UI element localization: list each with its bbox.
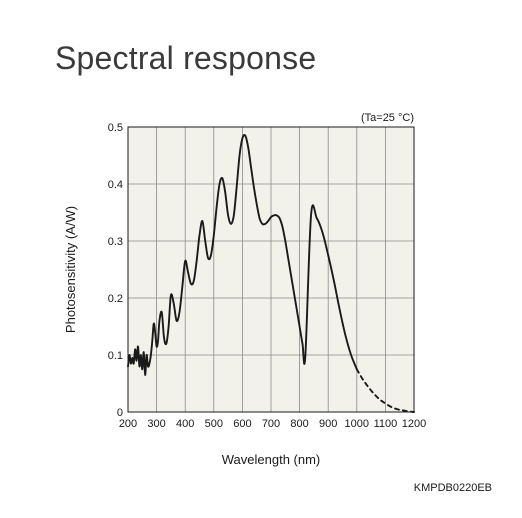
x-tick-label: 1200 xyxy=(402,418,426,430)
x-tick-label: 300 xyxy=(147,418,165,430)
x-tick-label: 400 xyxy=(176,418,194,430)
x-axis-label: Wavelength (nm) xyxy=(222,452,321,467)
series-line-dashed xyxy=(355,368,415,413)
y-tick-label: 0.3 xyxy=(108,236,123,248)
page-title: Spectral response xyxy=(55,40,317,76)
x-tick-label: 1100 xyxy=(374,418,398,430)
x-tick-labels: 200 300 400 500 600 700 800 900 1000 1100 1200 xyxy=(119,418,426,430)
y-tick-labels: 0 0.1 0.2 0.3 0.4 0.5 xyxy=(108,122,123,419)
condition-annotation: (Ta=25 °C) xyxy=(361,112,414,124)
series-line-solid xyxy=(127,133,358,376)
y-tick-label: 0.1 xyxy=(108,350,123,362)
grid-lines xyxy=(128,127,414,412)
y-tick-label: 0.2 xyxy=(108,293,123,305)
y-tick-label: 0.5 xyxy=(108,122,123,134)
x-tick-label: 900 xyxy=(319,418,337,430)
x-tick-label: 1000 xyxy=(345,418,369,430)
y-axis-label: Photosensitivity (A/W) xyxy=(63,206,78,333)
y-tick-label: 0 xyxy=(117,407,123,419)
plot-frame xyxy=(127,126,415,413)
x-tick-label: 200 xyxy=(119,418,137,430)
figure-code: KMPDB0220EB xyxy=(413,482,492,494)
series-group xyxy=(127,133,415,413)
x-tick-label: 700 xyxy=(262,418,280,430)
x-tick-label: 500 xyxy=(205,418,223,430)
x-tick-label: 600 xyxy=(233,418,251,430)
y-tick-label: 0.4 xyxy=(108,179,123,191)
x-tick-label: 800 xyxy=(290,418,308,430)
